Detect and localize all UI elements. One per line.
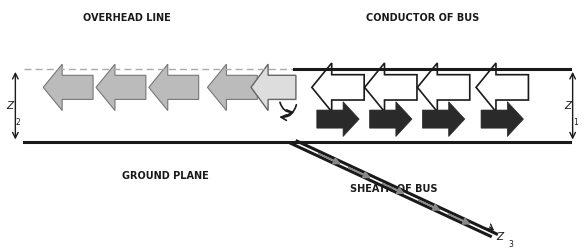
- Text: CONDUCTOR OF BUS: CONDUCTOR OF BUS: [366, 13, 480, 23]
- Polygon shape: [44, 64, 93, 110]
- Text: SHEATH OF BUS: SHEATH OF BUS: [350, 184, 437, 194]
- Polygon shape: [149, 64, 199, 110]
- Polygon shape: [251, 64, 296, 110]
- Polygon shape: [96, 64, 146, 110]
- Polygon shape: [422, 102, 465, 136]
- Text: Z: Z: [564, 101, 571, 111]
- Text: 2: 2: [16, 118, 21, 127]
- Text: Z: Z: [6, 101, 14, 111]
- Polygon shape: [481, 102, 523, 136]
- Polygon shape: [370, 102, 412, 136]
- Polygon shape: [312, 63, 364, 112]
- Text: Z: Z: [496, 232, 503, 242]
- Text: 1: 1: [573, 118, 578, 127]
- Polygon shape: [365, 63, 417, 112]
- Polygon shape: [417, 63, 470, 112]
- Text: 3: 3: [508, 240, 513, 249]
- Text: GROUND PLANE: GROUND PLANE: [122, 172, 208, 181]
- Polygon shape: [317, 102, 359, 136]
- Polygon shape: [208, 64, 258, 110]
- Polygon shape: [476, 63, 529, 112]
- Text: OVERHEAD LINE: OVERHEAD LINE: [83, 13, 171, 23]
